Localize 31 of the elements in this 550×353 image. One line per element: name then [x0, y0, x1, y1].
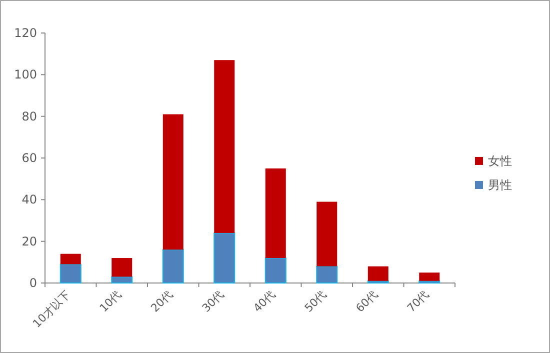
- bar: [162, 114, 184, 250]
- bar: [316, 266, 338, 284]
- y-tick-label: 100: [14, 68, 37, 82]
- y-tick-label: 80: [22, 109, 37, 124]
- y-tick-label: 0: [29, 276, 37, 290]
- x-tick-label: 40代: [250, 288, 278, 315]
- y-tick-label: 60: [22, 151, 37, 165]
- bar: [112, 258, 132, 277]
- x-tick-label: 70代: [404, 288, 432, 315]
- legend-label: 男性: [488, 178, 512, 192]
- bar: [162, 249, 184, 284]
- x-tick-label: 50代: [302, 288, 329, 315]
- bar: [214, 60, 235, 233]
- y-tick-label: 40: [22, 192, 37, 207]
- x-tick-label: 30代: [200, 288, 226, 315]
- x-tick-label: 10代: [97, 288, 124, 315]
- x-tick-label: 20代: [148, 288, 176, 315]
- legend-label: 女性: [488, 154, 512, 168]
- bar: [419, 272, 440, 281]
- y-tick-label: 120: [14, 26, 37, 40]
- bar: [60, 264, 82, 284]
- x-tick-label: 10才以下: [30, 288, 73, 330]
- bar: [111, 276, 133, 284]
- bar: [60, 254, 81, 264]
- bar: [265, 168, 286, 258]
- y-tick-label: 20: [22, 234, 37, 248]
- bar: [264, 258, 286, 284]
- x-tick-label: 60代: [353, 288, 380, 315]
- bar: [214, 232, 236, 284]
- bar: [316, 202, 338, 266]
- bar: [368, 266, 388, 281]
